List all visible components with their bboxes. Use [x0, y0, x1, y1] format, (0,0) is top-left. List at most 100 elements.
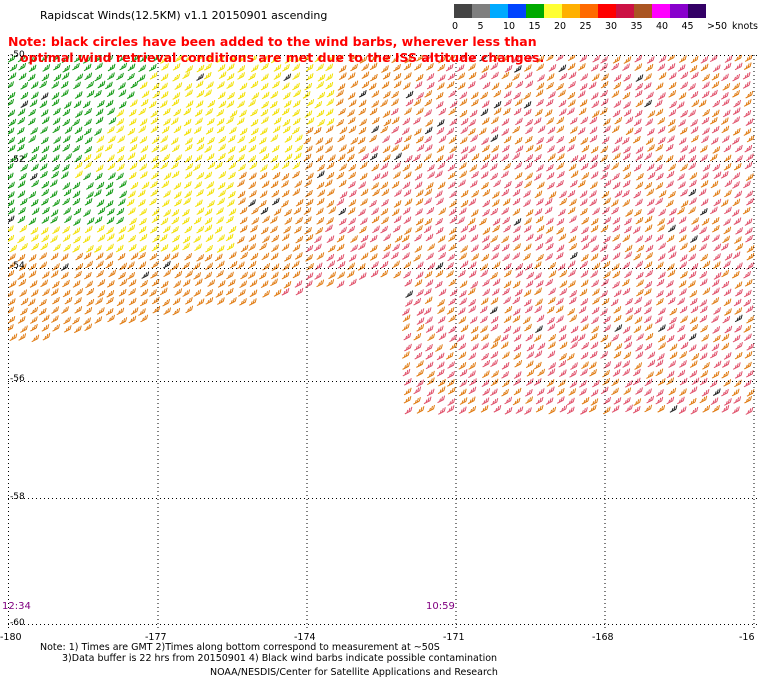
wind-barb	[480, 297, 489, 306]
wind-barb	[635, 74, 644, 82]
wind-barb	[426, 206, 435, 215]
wind-barb	[259, 172, 268, 180]
wind-barb	[668, 387, 677, 396]
wind-barb	[535, 280, 544, 288]
wind-barb	[655, 182, 664, 190]
wind-barb	[580, 315, 589, 324]
wind-barb	[239, 82, 248, 91]
wind-barb	[214, 226, 223, 234]
wind-barb	[416, 379, 424, 388]
wind-barb	[413, 98, 422, 107]
wind-barb	[523, 92, 532, 100]
wind-barb	[678, 181, 686, 189]
wind-barb	[600, 172, 609, 180]
wind-barb	[105, 99, 114, 108]
wind-barb	[481, 235, 490, 243]
wind-barb	[614, 324, 623, 332]
wind-barb	[744, 218, 753, 226]
wind-barb	[369, 199, 377, 208]
wind-barb	[657, 136, 666, 145]
wind-barb	[425, 351, 434, 360]
wind-barb	[8, 199, 15, 207]
wind-barb	[577, 90, 586, 98]
wind-barb	[459, 91, 468, 100]
wind-barb	[163, 172, 172, 180]
wind-barb	[207, 136, 215, 145]
wind-barb	[402, 181, 411, 190]
wind-barb	[468, 119, 476, 127]
wind-barb	[72, 62, 80, 71]
wind-barb	[612, 281, 620, 289]
wind-barb	[533, 117, 542, 125]
wind-barb	[94, 172, 103, 181]
wind-barb	[603, 341, 612, 350]
wind-barb	[207, 279, 216, 287]
wind-barb	[8, 191, 15, 199]
wind-barb	[668, 163, 676, 172]
wind-barb	[272, 125, 281, 134]
wind-barb	[732, 89, 740, 98]
wind-barb	[239, 127, 248, 136]
wind-barb	[163, 190, 171, 198]
wind-barb	[568, 135, 577, 144]
wind-barb	[712, 146, 721, 154]
wind-barb	[380, 162, 389, 171]
wind-barb	[569, 290, 577, 298]
wind-barb	[600, 351, 608, 359]
wind-barb	[492, 261, 501, 270]
wind-barb	[205, 297, 214, 305]
wind-barb	[614, 116, 623, 125]
wind-barb	[108, 172, 116, 180]
wind-barb	[8, 261, 16, 269]
wind-barb	[669, 405, 678, 413]
wind-barb	[526, 369, 535, 377]
wind-barb	[448, 90, 457, 98]
wind-barb	[40, 55, 48, 62]
wind-barb	[250, 252, 259, 261]
wind-barb	[96, 199, 105, 207]
wind-barb	[536, 388, 545, 396]
wind-barb	[51, 154, 60, 163]
wind-barb	[457, 269, 466, 278]
wind-barb	[303, 136, 312, 145]
wind-barb	[437, 161, 446, 170]
colorbar-swatch-10	[634, 4, 652, 18]
wind-barb	[579, 388, 587, 396]
wind-barb	[490, 323, 499, 332]
wind-barb	[744, 333, 752, 342]
wind-barb	[31, 207, 40, 216]
wind-barb	[248, 135, 257, 144]
wind-barb	[746, 315, 754, 324]
wind-barb	[446, 81, 455, 89]
wind-barb	[96, 224, 105, 233]
wind-barb	[119, 278, 128, 287]
wind-barb	[416, 144, 425, 152]
wind-barb	[128, 234, 136, 243]
wind-barb	[437, 74, 446, 82]
wind-barb	[62, 135, 71, 143]
wind-barb	[261, 73, 269, 82]
wind-barb	[326, 118, 335, 126]
wind-barb	[292, 117, 301, 126]
wind-barb	[471, 190, 479, 198]
wind-barb	[226, 242, 235, 251]
wind-barb	[492, 218, 501, 226]
wind-barb	[116, 234, 125, 242]
wind-barb	[547, 296, 556, 305]
wind-barb	[688, 155, 697, 163]
wind-barb	[427, 333, 436, 342]
wind-barb	[414, 173, 423, 181]
wind-barb	[710, 137, 719, 145]
wind-barb	[40, 92, 49, 100]
wind-barb	[52, 144, 61, 153]
wind-barb	[316, 181, 325, 190]
wind-barb	[711, 216, 720, 225]
wind-barb	[53, 243, 61, 252]
wind-barb	[226, 154, 234, 163]
wind-barb	[425, 119, 434, 127]
wind-barb	[621, 278, 630, 287]
wind-barb	[281, 233, 290, 242]
wind-barb	[721, 370, 730, 379]
wind-barb	[503, 325, 512, 334]
wind-barb	[546, 172, 555, 180]
